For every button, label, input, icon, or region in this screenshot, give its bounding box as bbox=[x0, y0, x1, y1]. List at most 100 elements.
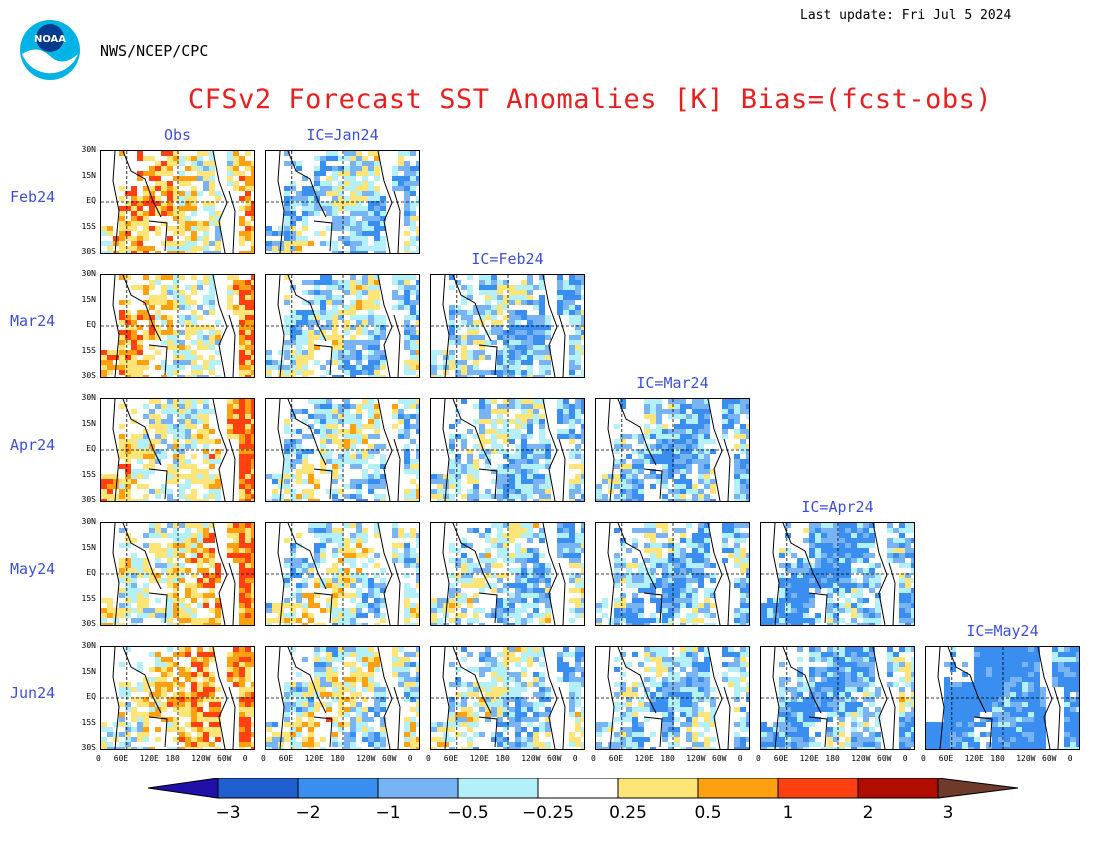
y-tick-label: 30N bbox=[81, 641, 96, 650]
colorbar-segment bbox=[537, 778, 619, 799]
x-tick-label: 60W bbox=[1042, 754, 1057, 763]
row-label-apr24: Apr24 bbox=[10, 436, 56, 454]
y-tick-label: 30N bbox=[81, 393, 96, 402]
x-tick-label: 0 bbox=[902, 754, 908, 763]
colorbar-tick-label: 0.5 bbox=[694, 803, 721, 823]
x-tick-label: 60W bbox=[877, 754, 892, 763]
map-panel-jun24-ic-may24 bbox=[925, 646, 1080, 750]
colorbar-segment bbox=[777, 778, 859, 799]
colorbar-segment bbox=[457, 778, 539, 799]
colorbar-segment bbox=[617, 778, 699, 799]
y-tick-label: 15N bbox=[81, 294, 96, 304]
y-tick-label: 15S bbox=[81, 717, 96, 727]
y-tick-label: 15S bbox=[81, 469, 96, 479]
x-tick-label: 60W bbox=[217, 754, 232, 763]
y-tick-label: 30S bbox=[81, 495, 96, 504]
y-tick-label: 30N bbox=[81, 517, 96, 526]
x-tick-label: 0 bbox=[261, 754, 266, 763]
x-tick-label: 180 bbox=[660, 754, 675, 763]
x-tick-label: 120W bbox=[686, 754, 706, 763]
map-panel-apr24-obs bbox=[100, 398, 255, 502]
x-tick-label: 0 bbox=[591, 754, 596, 763]
map-panel-feb24-ic-jan24 bbox=[265, 150, 420, 254]
colorbar-tick-label: 0.25 bbox=[609, 803, 647, 823]
map-panel-may24-obs bbox=[100, 522, 255, 626]
y-tick-label: 15N bbox=[81, 666, 96, 676]
x-tick-label: 60E bbox=[443, 754, 459, 763]
colorbar-segment bbox=[937, 778, 1019, 799]
x-tick-label: 0 bbox=[407, 754, 413, 763]
column-title-ic-apr24: IC=Apr24 bbox=[801, 498, 874, 516]
x-tick-label: 180 bbox=[165, 754, 180, 763]
colorbar: −3 −2 −1 −0.5 −0.25 0.25 0.5 1 2 3 bbox=[148, 778, 1019, 823]
chart-title: CFSv2 Forecast SST Anomalies [K] Bias=(f… bbox=[187, 84, 993, 115]
map-panel-mar24-ic-jan24 bbox=[265, 274, 420, 378]
x-tick-label: 180 bbox=[495, 754, 510, 763]
x-tick-label: 120W bbox=[356, 754, 376, 763]
column-title-ic-mar24: IC=Mar24 bbox=[636, 374, 709, 392]
y-tick-label: 30N bbox=[81, 145, 96, 154]
x-tick-label: 60E bbox=[608, 754, 624, 763]
row-label-feb24: Feb24 bbox=[10, 188, 56, 206]
x-tick-label: 60E bbox=[938, 754, 954, 763]
x-tick-label: 120E bbox=[304, 754, 324, 763]
map-panel-may24-ic-jan24 bbox=[265, 522, 420, 626]
colorbar-segment bbox=[217, 778, 299, 799]
y-tick-label: 30N bbox=[81, 269, 96, 278]
y-tick-label: 30S bbox=[81, 619, 96, 628]
column-title-ic-jan24: IC=Jan24 bbox=[306, 126, 379, 144]
map-panel-jun24-ic-jan24 bbox=[265, 646, 420, 750]
y-tick-label: 30S bbox=[81, 371, 96, 380]
map-panel-apr24-ic-feb24 bbox=[430, 398, 585, 502]
row-label-may24: May24 bbox=[10, 560, 56, 578]
y-tick-label: EQ bbox=[86, 692, 96, 701]
x-tick-label: 120W bbox=[851, 754, 871, 763]
x-tick-label: 60E bbox=[113, 754, 129, 763]
x-tick-label: 120E bbox=[469, 754, 489, 763]
noaa-logo-icon: NOAA bbox=[18, 18, 82, 82]
row-label-jun24: Jun24 bbox=[10, 684, 56, 702]
x-tick-label: 0 bbox=[1067, 754, 1073, 763]
x-tick-label: 120E bbox=[634, 754, 654, 763]
column-title-ic-may24: IC=May24 bbox=[966, 622, 1039, 640]
y-tick-label: 15N bbox=[81, 170, 96, 180]
x-tick-label: 0 bbox=[426, 754, 431, 763]
y-tick-label: EQ bbox=[86, 444, 96, 453]
x-tick-label: 120W bbox=[191, 754, 211, 763]
x-tick-label: 180 bbox=[825, 754, 840, 763]
column-title-obs: Obs bbox=[163, 126, 192, 144]
x-tick-label: 120E bbox=[799, 754, 819, 763]
map-panel-feb24-obs bbox=[100, 150, 255, 254]
org-label: NWS/NCEP/CPC bbox=[100, 42, 209, 60]
x-tick-label: 120E bbox=[139, 754, 159, 763]
colorbar-segment bbox=[297, 778, 379, 799]
x-tick-label: 60E bbox=[773, 754, 789, 763]
x-tick-label: 120W bbox=[521, 754, 541, 763]
colorbar-segment bbox=[697, 778, 779, 799]
x-tick-label: 60W bbox=[382, 754, 397, 763]
x-tick-label: 120E bbox=[964, 754, 984, 763]
colorbar-tick-label: 2 bbox=[863, 803, 874, 823]
y-tick-label: 15S bbox=[81, 221, 96, 231]
map-panel-may24-ic-feb24 bbox=[430, 522, 585, 626]
y-tick-label: 15N bbox=[81, 542, 96, 552]
row-label-mar24: Mar24 bbox=[10, 312, 56, 330]
y-tick-label: 15S bbox=[81, 593, 96, 603]
x-tick-label: 0 bbox=[737, 754, 743, 763]
y-tick-label: 30S bbox=[81, 743, 96, 752]
map-panel-apr24-ic-mar24 bbox=[595, 398, 750, 502]
colorbar-segment bbox=[377, 778, 459, 799]
column-title-ic-feb24: IC=Feb24 bbox=[471, 250, 544, 268]
x-tick-label: 180 bbox=[330, 754, 345, 763]
y-tick-label: EQ bbox=[86, 196, 96, 205]
map-panel-mar24-ic-feb24 bbox=[430, 274, 585, 378]
svg-text:NOAA: NOAA bbox=[34, 34, 66, 45]
x-tick-label: 0 bbox=[921, 754, 926, 763]
last-update-text: Last update: Fri Jul 5 2024 bbox=[800, 8, 1012, 23]
y-tick-label: EQ bbox=[86, 320, 96, 329]
colorbar-tick-label: −0.5 bbox=[447, 803, 488, 823]
x-tick-label: 0 bbox=[756, 754, 761, 763]
map-panel-may24-ic-mar24 bbox=[595, 522, 750, 626]
y-tick-label: 15N bbox=[81, 418, 96, 428]
colorbar-segment bbox=[857, 778, 939, 799]
